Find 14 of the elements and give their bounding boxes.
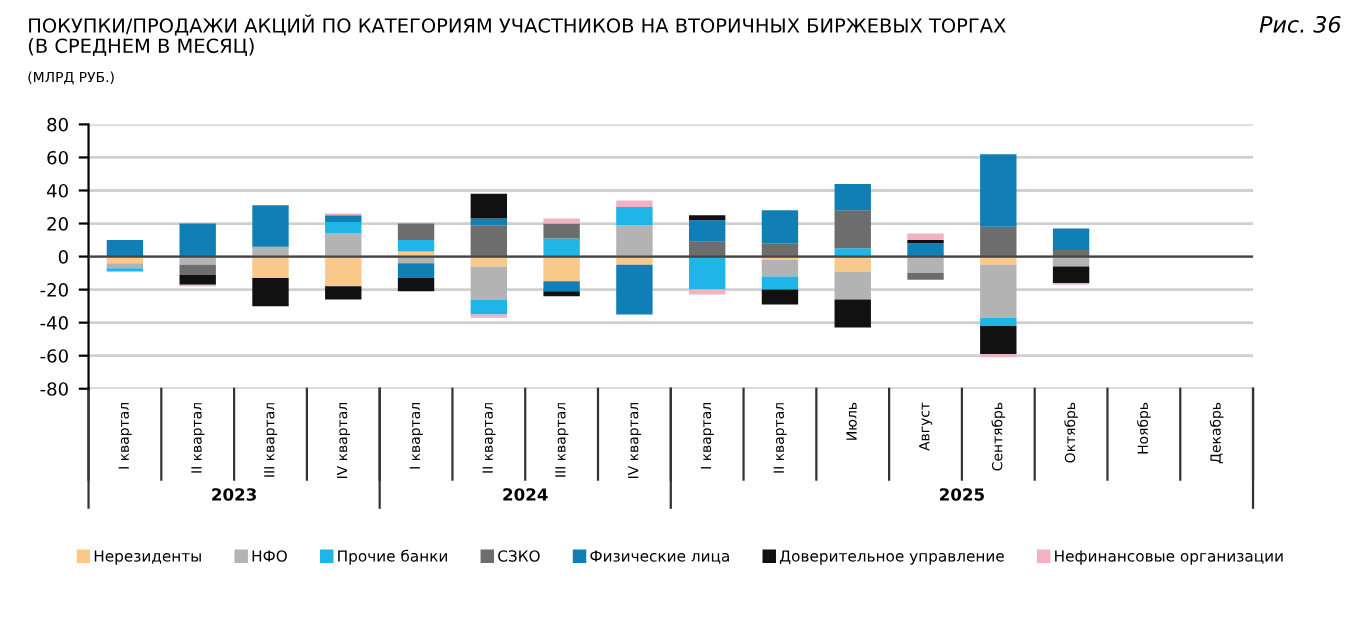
y-tick-label: 60 [47, 150, 68, 165]
text: 2023 [212, 488, 256, 501]
text: 2024 [503, 488, 548, 501]
y-tick-label: 20 [47, 216, 68, 231]
y-tick-label: -60 [40, 349, 68, 363]
y-tick-label: -20 [40, 283, 68, 297]
text: 2025 [940, 488, 984, 501]
y-tick-label: -40 [40, 316, 68, 330]
y-tick-label: 80 [47, 117, 68, 132]
text: Рис. 36 [1259, 15, 1341, 33]
y-tick-label: 40 [46, 183, 68, 198]
y-tick-label: 0 [58, 250, 68, 264]
chart-title: ПОКУПКИ/ПРОДАЖИ АКЦИЙ ПО КАТЕГОРИЯМ УЧАСТНИКОВ НА ВТОРИЧНЫХ БИРЖЕВЫХ ТОРГАХ (В СРЕДНЕМ В МЕСЯЦ) [28, 14, 1006, 56]
y-tick-label: -80 [40, 382, 68, 396]
